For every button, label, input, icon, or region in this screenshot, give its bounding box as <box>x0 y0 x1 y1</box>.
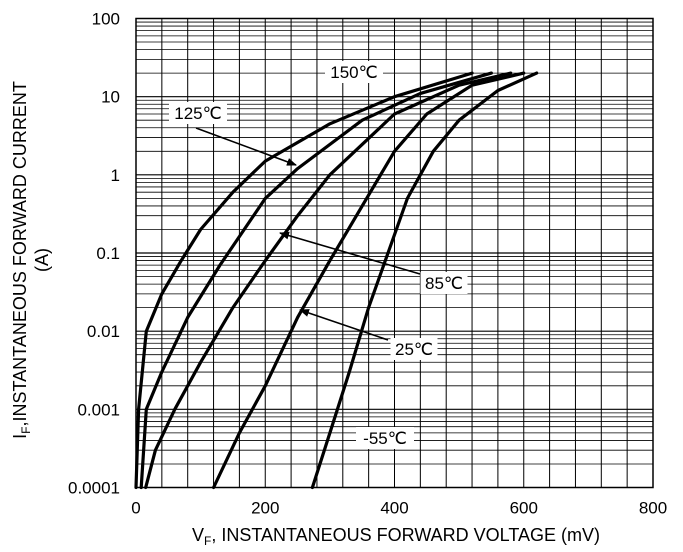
annotation-label: 150℃ <box>330 63 377 82</box>
y-tick-label: 10 <box>101 88 120 107</box>
y-tick-label: 0.0001 <box>68 479 120 498</box>
annotation-box <box>325 61 383 83</box>
annotation-4: -55℃ <box>356 427 414 449</box>
x-tick-label: 200 <box>251 499 279 518</box>
annotation-box <box>390 338 438 360</box>
annotation-1: 125℃ <box>169 102 297 166</box>
annotation-arrow <box>299 309 389 341</box>
y-tick-label: 100 <box>92 10 120 29</box>
y-axis-label: IF,INSTANTANEOUS FORWARD CURRENT <box>10 81 33 439</box>
x-tick-label: 0 <box>131 499 140 518</box>
y-axis-unit: (A) <box>32 248 52 272</box>
annotation-label: 125℃ <box>174 104 221 123</box>
annotation-label: -55℃ <box>363 429 407 448</box>
annotation-0: 150℃ <box>325 61 383 83</box>
annotation-box <box>420 272 468 294</box>
grid <box>136 18 653 488</box>
annotation-arrow <box>279 231 421 275</box>
annotation-box <box>169 102 227 124</box>
series-line-4 <box>310 71 539 490</box>
y-tick-label: 1 <box>111 166 120 185</box>
annotation-label: 85℃ <box>425 274 463 293</box>
annotations: 150℃ 125℃ 85℃ 25℃ -55℃ <box>169 61 468 449</box>
y-tick-label: 0.01 <box>87 322 120 341</box>
plot-frame <box>135 17 654 489</box>
annotation-box <box>356 427 414 449</box>
y-tick-label: 0.1 <box>96 244 120 263</box>
series-line-1 <box>139 71 493 490</box>
series-line-2 <box>144 71 513 490</box>
series-lines <box>134 71 539 490</box>
series-line-3 <box>212 71 526 490</box>
x-tick-label: 600 <box>510 499 538 518</box>
annotation-2: 85℃ <box>279 231 468 294</box>
x-axis-label: VF, INSTANTANEOUS FORWARD VOLTAGE (mV) <box>192 525 600 548</box>
annotation-label: 25℃ <box>395 340 433 359</box>
annotation-arrow <box>195 127 297 166</box>
annotation-3: 25℃ <box>299 309 438 360</box>
y-tick-label: 0.001 <box>77 400 120 419</box>
tick-labels: 0 200 400 600 800 0.0001 0.001 0.01 0.1 1 10 100 <box>68 10 667 518</box>
series-line-0 <box>134 71 474 490</box>
x-tick-label: 800 <box>639 499 667 518</box>
x-tick-label: 400 <box>380 499 408 518</box>
